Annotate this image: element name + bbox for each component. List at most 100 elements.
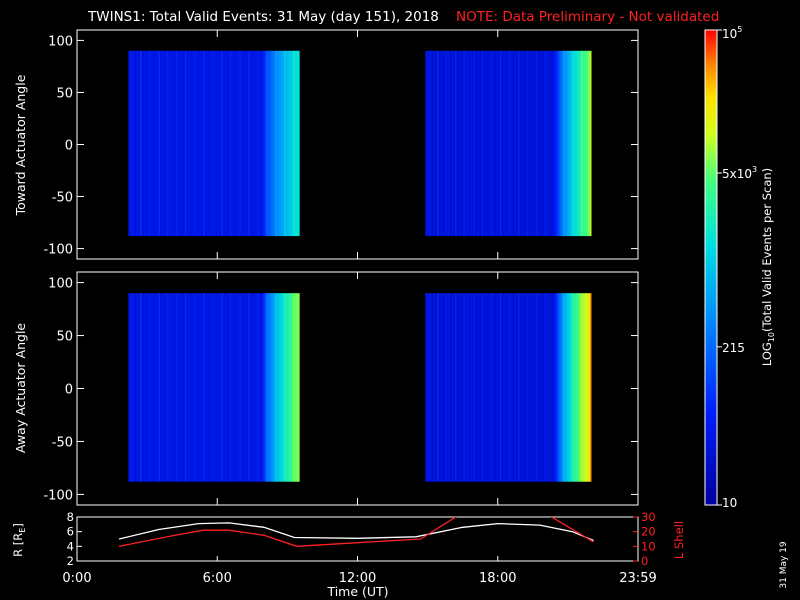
away-block-0-column	[146, 293, 148, 482]
away-block-0-column	[298, 293, 300, 482]
away-block-1-column	[466, 293, 468, 482]
away-block-0-column	[199, 293, 201, 482]
away-block-1-column	[505, 293, 507, 482]
toward-block-1-column	[562, 50, 564, 237]
toward-y-axis-label: Toward Actuator Angle	[13, 74, 28, 216]
toward-block-0-column	[149, 50, 151, 237]
away-block-1-column	[531, 293, 533, 482]
toward-heatmap-blocks	[128, 50, 592, 237]
toward-block-1-column	[523, 50, 525, 237]
away-block-0-column	[128, 293, 130, 482]
toward-block-0-column	[242, 50, 244, 237]
away-block-1-column	[562, 293, 564, 482]
away-block-1-column	[488, 293, 490, 482]
toward-block-0-column	[152, 50, 154, 237]
away-block-0-column	[241, 293, 243, 482]
away-block-0-column	[281, 293, 283, 482]
away-block-1-column	[528, 293, 530, 482]
away-block-1-column	[456, 293, 458, 482]
toward-block-0-column	[141, 50, 143, 237]
toward-block-0-column	[220, 50, 222, 237]
toward-block-1-column	[531, 50, 533, 237]
away-block-1-column	[541, 293, 543, 482]
away-block-1-column	[435, 293, 437, 482]
away-block-0-column	[130, 293, 132, 482]
toward-block-1-column	[461, 50, 463, 237]
toward-block-0-column	[207, 50, 209, 237]
away-block-0-column	[208, 293, 210, 482]
away-block-1-column	[508, 293, 510, 482]
time-x-tick-label: 0:00	[62, 571, 91, 586]
toward-block-0-column	[222, 50, 224, 237]
away-block-1-column	[511, 293, 513, 482]
away-block-1-column	[504, 293, 506, 482]
toward-block-1-column	[524, 50, 526, 237]
away-block-1-column	[425, 293, 427, 482]
colorbar-tick-label: 105	[722, 25, 742, 41]
away-block-0-column	[268, 293, 270, 482]
away-block-0-column	[275, 293, 277, 482]
away-block-0-column	[282, 293, 284, 482]
colorbar-label: LOG10(Total Valid Events per Scan)	[760, 168, 776, 366]
toward-block-0-column	[134, 50, 136, 237]
toward-block-0-column	[241, 50, 243, 237]
away-block-0-column	[221, 293, 223, 482]
toward-block-0-column	[151, 50, 153, 237]
away-block-1-column	[457, 293, 459, 482]
away-block-1-column	[442, 293, 444, 482]
toward-block-0-column	[278, 50, 280, 237]
away-block-0-column	[140, 293, 142, 482]
away-block-0-column	[210, 293, 212, 482]
away-block-0-column	[134, 293, 136, 482]
away-block-0-column	[162, 293, 164, 482]
away-block-1-column	[553, 293, 555, 482]
toward-block-0-column	[280, 50, 282, 237]
away-block-1-column	[574, 293, 576, 482]
toward-block-1-column	[458, 50, 460, 237]
away-block-0-column	[190, 293, 192, 482]
toward-block-0-column	[228, 50, 230, 237]
away-block-0-column	[207, 293, 209, 482]
away-block-1-column	[432, 293, 434, 482]
away-block-0-column	[188, 293, 190, 482]
toward-block-0-column	[298, 50, 300, 237]
toward-block-0-column	[157, 50, 159, 237]
toward-block-0-column	[285, 50, 287, 237]
away-block-0-column	[163, 293, 165, 482]
date-stamp: 31 May 19	[779, 541, 789, 589]
away-block-0-column	[225, 293, 227, 482]
toward-block-1-column	[588, 50, 590, 237]
away-block-1-column	[428, 293, 430, 482]
toward-block-1-column	[570, 50, 572, 237]
away-block-1-column	[563, 293, 565, 482]
toward-block-0-column	[238, 50, 240, 237]
away-block-0-column	[263, 293, 265, 482]
toward-block-1-column	[590, 50, 592, 237]
away-block-1-column	[589, 293, 591, 482]
toward-block-0-column	[275, 50, 277, 237]
away-block-1-column	[460, 293, 462, 482]
away-block-1-column	[467, 293, 469, 482]
toward-block-0-column	[260, 50, 262, 237]
away-block-0-column	[243, 293, 245, 482]
away-block-0-column	[218, 293, 220, 482]
away-block-0-column	[177, 293, 179, 482]
toward-block-1-column	[515, 50, 517, 237]
toward-block-1-column	[497, 50, 499, 237]
toward-block-1-column	[439, 50, 441, 237]
away-block-0-column	[295, 293, 297, 482]
toward-block-0-column	[243, 50, 245, 237]
toward-block-1-column	[444, 50, 446, 237]
toward-block-1-column	[578, 50, 580, 237]
away-block-1-column	[581, 293, 583, 482]
away-block-0-column	[229, 293, 231, 482]
toward-block-1-column	[430, 50, 432, 237]
away-block-0-column	[211, 293, 213, 482]
away-block-0-column	[203, 293, 205, 482]
away-block-1-column	[554, 293, 556, 482]
toward-block-1-column	[472, 50, 474, 237]
away-block-1-column	[503, 293, 505, 482]
time-axis-label: Time (UT)	[326, 584, 388, 599]
toward-block-0-column	[154, 50, 156, 237]
toward-block-1-column	[511, 50, 513, 237]
